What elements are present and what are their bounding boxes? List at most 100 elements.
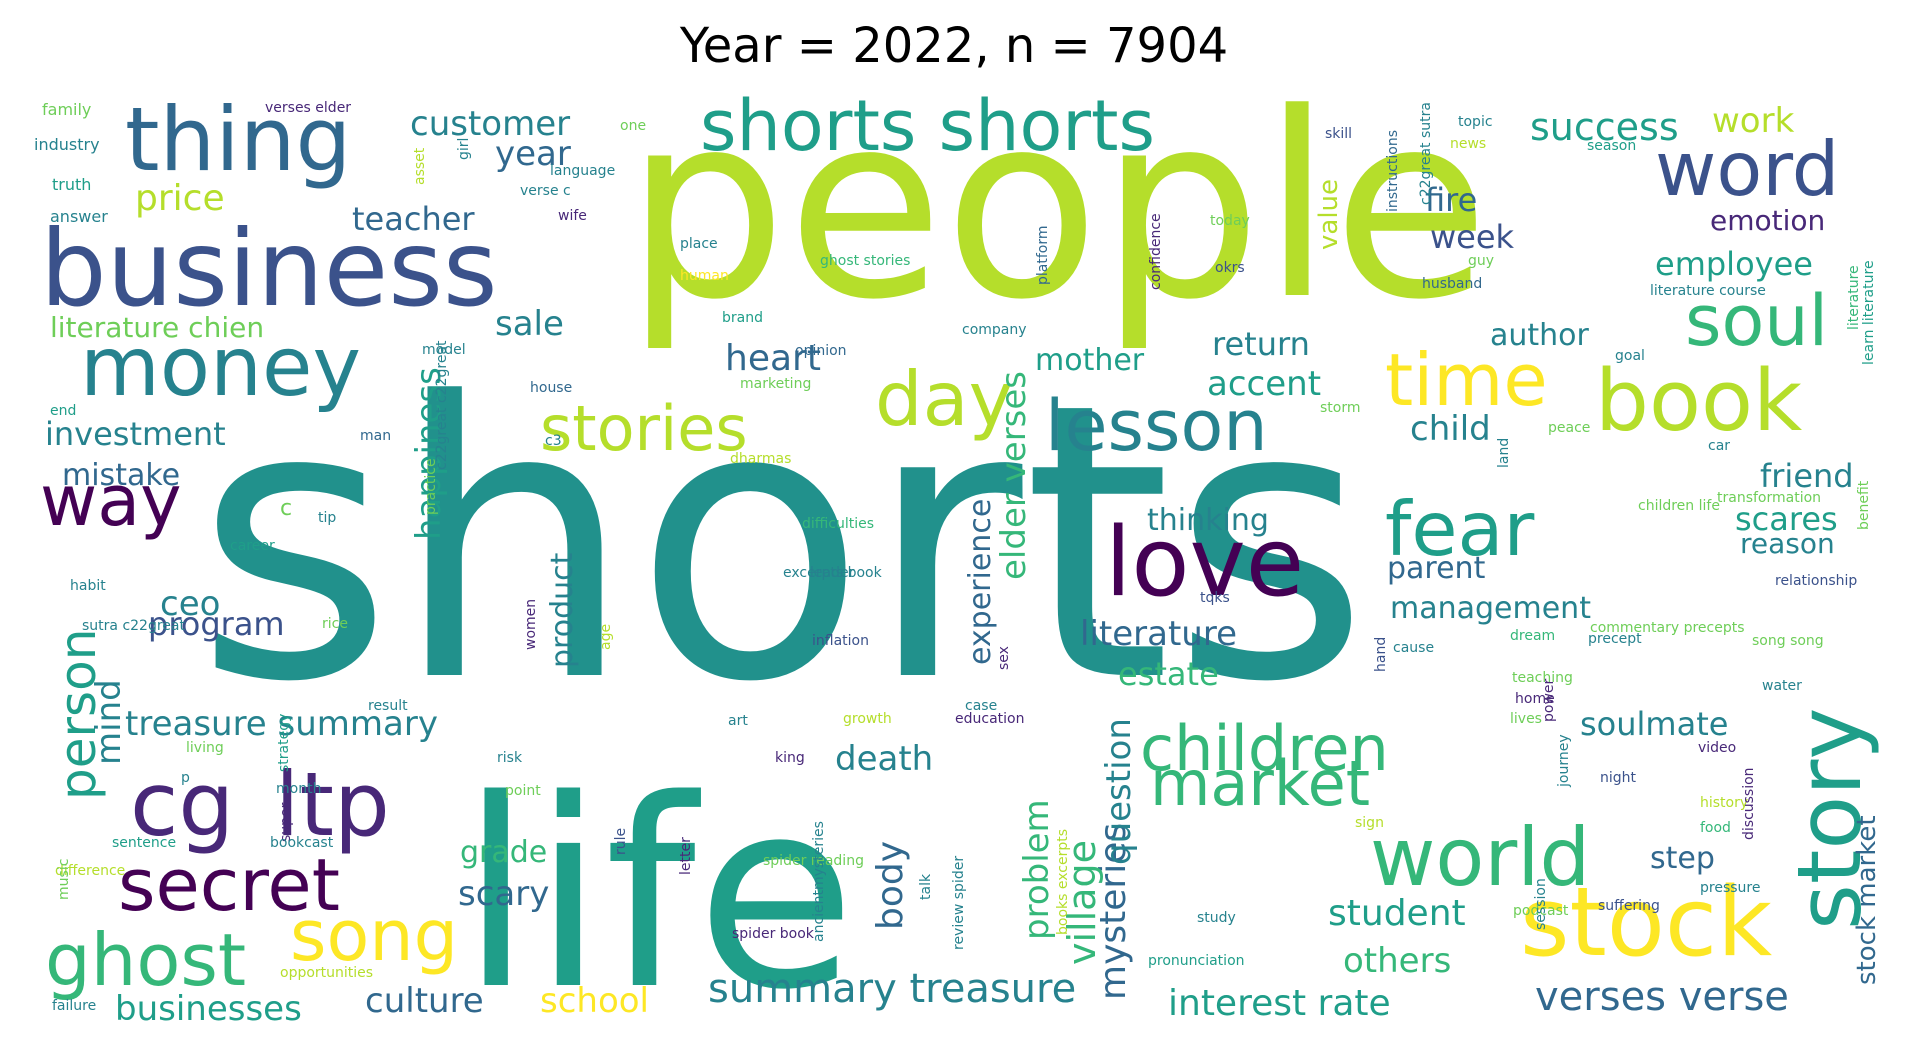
word-practice: practice bbox=[423, 458, 439, 515]
word-story: story bbox=[1778, 708, 1881, 930]
word-super: super bbox=[278, 802, 294, 842]
word-cause: cause bbox=[1393, 640, 1434, 656]
word-mysteries: mysteries bbox=[1093, 823, 1134, 1000]
word-spider-reading: spider reading bbox=[763, 853, 864, 869]
word-skill: skill bbox=[1325, 126, 1352, 142]
word-result: result bbox=[368, 698, 408, 714]
word-confidence: confidence bbox=[1148, 213, 1164, 290]
word-verses-elder: verses elder bbox=[265, 100, 351, 116]
word-life: life bbox=[460, 745, 856, 1047]
word-answer: answer bbox=[50, 207, 108, 226]
word-mother: mother bbox=[1035, 343, 1145, 378]
word-children-life: children life bbox=[1638, 498, 1720, 514]
word-point: point bbox=[505, 783, 541, 799]
word-way: way bbox=[40, 460, 182, 542]
word-human: human bbox=[680, 268, 729, 284]
word-treasure-summary: treasure summary bbox=[125, 704, 438, 744]
word-transformation: transformation bbox=[1717, 490, 1821, 506]
word-author: author bbox=[1490, 318, 1590, 353]
word-discussion: discussion bbox=[1741, 767, 1757, 840]
word-teaching: teaching bbox=[1512, 670, 1573, 686]
word-sign: sign bbox=[1355, 815, 1384, 831]
word-habit: habit bbox=[70, 578, 106, 594]
word-work: work bbox=[1712, 101, 1795, 141]
word-sale: sale bbox=[495, 304, 564, 344]
word-sex: sex bbox=[996, 646, 1012, 670]
word-journey: journey bbox=[1556, 734, 1572, 788]
word-world: world bbox=[1370, 811, 1590, 904]
word-asset: asset bbox=[412, 147, 428, 185]
word-secret: secret bbox=[118, 843, 340, 927]
word-study: study bbox=[1197, 910, 1236, 926]
word-ancientmysteries: ancientmysteries bbox=[811, 821, 827, 942]
word-history: history bbox=[1700, 795, 1748, 811]
word-precept: precept bbox=[1588, 631, 1642, 647]
word-question: question bbox=[1099, 718, 1139, 865]
word-mind: mind bbox=[89, 679, 129, 765]
word-news: news bbox=[1450, 136, 1486, 152]
word-review-spider: review spider bbox=[951, 856, 967, 950]
word-opportunities: opportunities bbox=[280, 965, 373, 981]
word-thing: thing bbox=[125, 88, 351, 191]
word-success: success bbox=[1530, 105, 1679, 149]
word-student: student bbox=[1328, 893, 1466, 934]
word-education: education bbox=[955, 711, 1024, 727]
word-song: song bbox=[290, 895, 458, 977]
word-thinking: thinking bbox=[1147, 503, 1269, 538]
word-employee: employee bbox=[1655, 245, 1813, 283]
word-learn-literature: learn literature bbox=[1861, 260, 1877, 365]
word-growth: growth bbox=[843, 711, 892, 727]
word-month: month bbox=[276, 781, 321, 797]
word-marketing: marketing bbox=[740, 376, 811, 392]
word-stock: stock bbox=[1520, 868, 1772, 978]
word-literature-course: literature course bbox=[1650, 283, 1766, 299]
word-leader: leader bbox=[810, 565, 855, 581]
word-topic: topic bbox=[1458, 114, 1493, 130]
word-child: child bbox=[1410, 409, 1491, 449]
word-others: others bbox=[1343, 941, 1451, 981]
word-person: person bbox=[49, 629, 107, 800]
word-house: house bbox=[530, 380, 572, 396]
word-risk: risk bbox=[497, 750, 523, 766]
word-strategy: strategy bbox=[276, 714, 292, 772]
word-grade: grade bbox=[460, 835, 547, 870]
word-accent: accent bbox=[1207, 364, 1321, 404]
word-experience: experience bbox=[963, 499, 998, 665]
word-truth: truth bbox=[52, 175, 91, 194]
word-place: place bbox=[680, 236, 718, 252]
word-bookcast: bookcast bbox=[270, 835, 334, 851]
word-industry: industry bbox=[34, 135, 100, 154]
word-man: man bbox=[360, 428, 391, 444]
word-food: food bbox=[1700, 820, 1731, 836]
word-brand: brand bbox=[722, 310, 763, 326]
word-market: market bbox=[1150, 747, 1370, 820]
word-suffering: suffering bbox=[1598, 898, 1660, 914]
word-okrs: okrs bbox=[1215, 260, 1245, 276]
word-cg: cg bbox=[130, 753, 234, 856]
word-price: price bbox=[135, 178, 225, 219]
word-literature-chien: literature chien bbox=[50, 311, 264, 344]
word-love: love bbox=[1105, 508, 1304, 618]
word-business: business bbox=[40, 208, 498, 330]
word-water: water bbox=[1762, 678, 1802, 694]
word-stock-market: stock market bbox=[1852, 815, 1882, 985]
word-night: night bbox=[1600, 770, 1637, 786]
word-today: today bbox=[1210, 213, 1250, 229]
word-culture: culture bbox=[365, 981, 484, 1021]
word-pronunciation: pronunciation bbox=[1148, 953, 1245, 969]
word-car: car bbox=[1708, 438, 1730, 454]
word-interest-rate: interest rate bbox=[1168, 983, 1391, 1024]
word-week: week bbox=[1430, 218, 1515, 256]
word-investment: investment bbox=[45, 415, 226, 453]
word-mistake: mistake bbox=[62, 458, 180, 493]
word-opinion: opinion bbox=[795, 343, 847, 359]
word-happiness: happiness bbox=[409, 367, 449, 540]
word-commentary-precepts: commentary precepts bbox=[1590, 620, 1745, 636]
word-company: company bbox=[962, 322, 1027, 338]
word-king: king bbox=[775, 750, 805, 766]
word-scary: scary bbox=[458, 874, 549, 914]
word-village: village bbox=[1060, 840, 1104, 965]
word-friend: friend bbox=[1760, 457, 1854, 495]
word-management: management bbox=[1390, 591, 1591, 626]
